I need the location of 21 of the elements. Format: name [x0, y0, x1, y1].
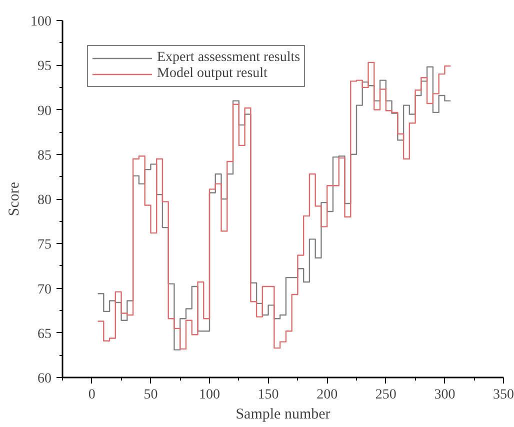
x-axis-title: Sample number: [236, 406, 330, 422]
legend-label: Expert assessment results: [157, 50, 300, 66]
y-tick-label: 95: [38, 59, 52, 74]
legend-label: Model output result: [157, 66, 268, 82]
y-tick-label: 80: [38, 193, 52, 208]
y-tick-label: 100: [30, 14, 52, 30]
x-tick-label: 350: [493, 388, 514, 402]
x-tick-label: 150: [258, 388, 279, 402]
y-tick-label: 90: [38, 104, 52, 119]
x-tick-label: 0: [88, 388, 96, 402]
x-tick-label: 300: [434, 388, 456, 402]
x-tick-label: 250: [375, 388, 396, 402]
y-tick-label: 75: [38, 238, 52, 253]
y-tick-label: 60: [38, 372, 52, 386]
x-tick-label: 100: [199, 388, 220, 402]
y-tick-label: 70: [38, 282, 52, 298]
x-tick-label: 200: [316, 388, 338, 402]
y-tick-label: 65: [38, 326, 52, 342]
y-axis-title: Score: [6, 182, 22, 216]
y-tick-label: 85: [38, 148, 52, 164]
x-tick-label: 50: [144, 388, 158, 402]
